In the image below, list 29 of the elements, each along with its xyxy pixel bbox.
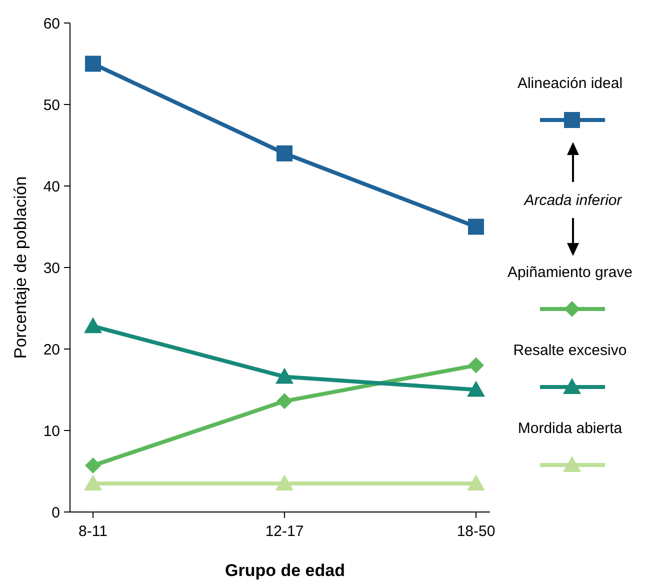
point [468, 218, 484, 235]
point [85, 56, 101, 72]
y-tick-label: 0 [52, 504, 60, 522]
text: Resalte excesivo [513, 342, 627, 359]
point [276, 474, 294, 490]
point [276, 393, 292, 410]
x-axis-title: Grupo de edad [225, 561, 345, 580]
point [85, 458, 101, 474]
text: Apiñamiento grave [507, 264, 633, 281]
point [276, 368, 294, 384]
point [467, 380, 485, 397]
text: Mordida abierta [518, 420, 623, 437]
y-tick-label: 20 [43, 341, 60, 358]
y-tick-label: 40 [43, 178, 60, 196]
point [276, 145, 292, 162]
y-axis-title: Porcentaje de población [11, 176, 30, 359]
y-tick-label: 10 [43, 422, 60, 440]
x-tick-label: 8-11 [78, 523, 108, 540]
point [467, 474, 485, 490]
point [84, 474, 102, 490]
y-tick-label: 60 [43, 15, 60, 32]
x-tick-label: 12-17 [265, 523, 304, 540]
y-tick-label: 30 [43, 260, 60, 277]
text: Alineación ideal [517, 75, 623, 92]
point [468, 357, 484, 374]
y-tick-label: 50 [43, 96, 60, 114]
text: Arcada inferior [523, 192, 623, 209]
x-tick-label: 18-50 [456, 523, 496, 540]
point [84, 317, 102, 334]
